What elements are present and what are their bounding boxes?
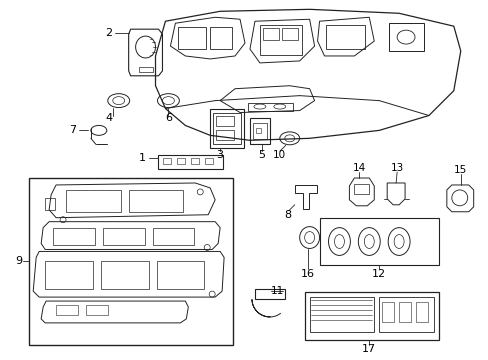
Bar [156, 261, 204, 289]
Bar [281, 28, 297, 40]
Text: 14: 14 [352, 163, 365, 173]
Bar [29, 178, 233, 345]
Bar [86, 305, 107, 315]
Bar [260, 25, 301, 55]
Bar [45, 198, 55, 210]
Text: 3: 3 [216, 150, 223, 160]
Text: 12: 12 [371, 269, 386, 279]
Bar [249, 118, 269, 144]
Text: 6: 6 [164, 113, 172, 123]
Text: 5: 5 [258, 150, 265, 160]
Bar [177, 158, 185, 164]
Text: 17: 17 [362, 344, 376, 354]
Text: 2: 2 [105, 28, 112, 38]
Bar [53, 228, 95, 246]
Bar [152, 228, 194, 246]
Bar [254, 289, 284, 299]
Bar [388, 23, 423, 51]
Bar [252, 123, 266, 139]
Bar [66, 190, 121, 212]
Bar [205, 158, 213, 164]
Bar [382, 302, 393, 322]
Bar [178, 27, 206, 49]
Bar [325, 25, 365, 49]
Text: 15: 15 [453, 165, 467, 175]
Text: 11: 11 [271, 286, 284, 296]
Bar [216, 130, 234, 140]
Text: 4: 4 [105, 113, 112, 123]
Text: 9: 9 [16, 256, 23, 266]
Bar [255, 129, 261, 133]
Bar [158, 155, 223, 169]
Bar [247, 103, 292, 111]
Bar [415, 302, 427, 322]
Bar [398, 302, 410, 322]
Bar [210, 109, 244, 148]
Text: 13: 13 [390, 163, 403, 173]
Bar [309, 297, 373, 332]
Text: 10: 10 [273, 150, 286, 160]
Bar [56, 305, 78, 315]
Bar [128, 190, 183, 212]
Bar [379, 297, 433, 332]
Bar [210, 27, 232, 49]
Bar [304, 292, 438, 340]
Bar [263, 28, 278, 40]
Bar [216, 117, 234, 126]
Bar [45, 261, 93, 289]
Bar [319, 218, 438, 265]
Bar [102, 228, 144, 246]
Bar [101, 261, 148, 289]
Bar [191, 158, 199, 164]
Bar [213, 113, 241, 144]
Text: 16: 16 [300, 269, 314, 279]
Bar [138, 67, 152, 72]
Bar [163, 158, 171, 164]
Text: 1: 1 [139, 153, 146, 163]
Bar [354, 184, 368, 194]
Text: 7: 7 [69, 125, 77, 135]
Text: 8: 8 [284, 210, 291, 220]
